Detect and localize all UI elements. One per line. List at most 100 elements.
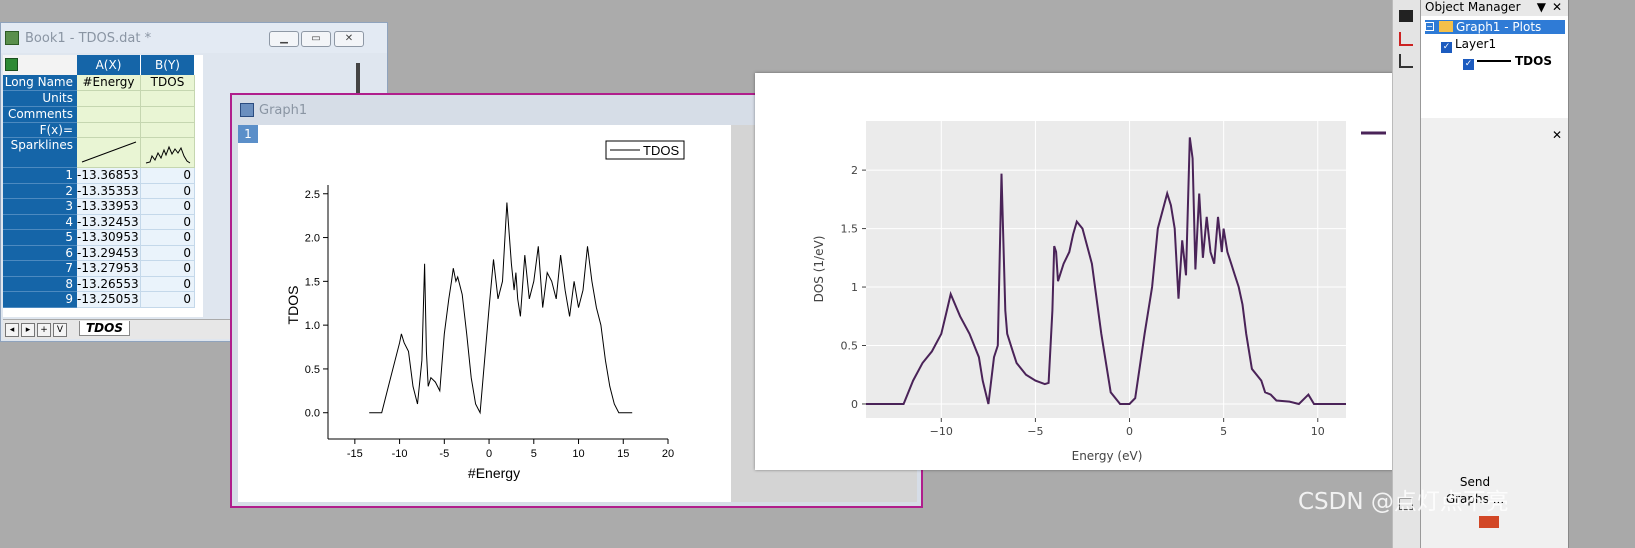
cell-tdos[interactable]: 0 bbox=[141, 292, 195, 308]
row-number[interactable]: 5 bbox=[3, 230, 77, 246]
origin-tdos-line[interactable] bbox=[369, 202, 633, 415]
bottom-tool-icon[interactable] bbox=[1399, 498, 1413, 510]
maximize-button[interactable]: ▭ bbox=[301, 31, 331, 47]
row-number[interactable]: 3 bbox=[3, 199, 77, 215]
py-total-line[interactable] bbox=[866, 137, 1346, 406]
py-xtick-label: 10 bbox=[1311, 425, 1325, 438]
book1-titlebar[interactable]: Book1 - TDOS.dat * ▁ ▭ ✕ bbox=[1, 23, 387, 53]
units-b[interactable] bbox=[141, 91, 195, 107]
row-label-fx: F(x)= bbox=[3, 123, 77, 138]
comments-a[interactable] bbox=[77, 107, 141, 123]
right-border bbox=[1568, 0, 1635, 548]
cell-tdos[interactable]: 0 bbox=[141, 230, 195, 246]
py-xtick-label: 5 bbox=[1220, 425, 1227, 438]
cell-energy[interactable]: -13.35353 bbox=[77, 183, 141, 199]
cell-energy[interactable]: -13.27953 bbox=[77, 261, 141, 277]
graph1-titlebar[interactable]: Graph1 bbox=[232, 95, 921, 123]
sheet-corner[interactable] bbox=[3, 55, 77, 75]
workbook-icon bbox=[5, 31, 19, 45]
py-xtick-label: 0 bbox=[1126, 425, 1133, 438]
tab-list-button[interactable]: V bbox=[53, 323, 67, 337]
plot-checkbox[interactable]: ✓ bbox=[1463, 59, 1474, 70]
cell-tdos[interactable]: 0 bbox=[141, 168, 195, 184]
origin-xlabel[interactable]: #Energy bbox=[468, 465, 520, 481]
long-name-a[interactable]: #Energy bbox=[77, 75, 141, 91]
dropdown-icon[interactable]: ▼ bbox=[1536, 0, 1546, 14]
graph-page[interactable]: 1 TDOS #Energy TDOS -15 -10 -5 0 5 10 15 20 0.0 0… bbox=[238, 125, 731, 502]
origin-xtick-label: -10 bbox=[392, 448, 408, 460]
layer-tool-icon[interactable] bbox=[1399, 10, 1413, 22]
origin-ytick-label: 1.0 bbox=[305, 320, 320, 332]
origin-ytick-label: 0.5 bbox=[305, 364, 320, 376]
cell-energy[interactable]: -13.25053 bbox=[77, 292, 141, 308]
graph-node-label: Graph1 - Plots bbox=[1456, 20, 1542, 34]
panel-close-icon[interactable]: ✕ bbox=[1551, 128, 1562, 142]
add-axis-icon[interactable] bbox=[1399, 54, 1413, 68]
cell-tdos[interactable]: 0 bbox=[141, 183, 195, 199]
row-number[interactable]: 6 bbox=[3, 245, 77, 261]
layer-number-badge[interactable]: 1 bbox=[238, 125, 258, 143]
fx-a[interactable] bbox=[77, 123, 141, 138]
origin-ylabel[interactable]: TDOS bbox=[285, 286, 301, 325]
origin-legend-box[interactable] bbox=[605, 140, 685, 160]
vertical-scrollbar[interactable] bbox=[356, 63, 360, 103]
cell-tdos[interactable]: 0 bbox=[141, 245, 195, 261]
row-number[interactable]: 8 bbox=[3, 276, 77, 292]
tree-plot-tdos[interactable]: ✓ TDOS bbox=[1463, 54, 1552, 70]
cell-energy[interactable]: -13.36853 bbox=[77, 168, 141, 184]
tab-add-button[interactable]: + bbox=[37, 323, 51, 337]
pin-icon[interactable]: ✕ bbox=[1551, 0, 1562, 14]
worksheet[interactable]: A(X) B(Y) Long Name Units Comments F(x)=… bbox=[3, 55, 203, 317]
cell-tdos[interactable]: 0 bbox=[141, 214, 195, 230]
row-number[interactable]: 1 bbox=[3, 168, 77, 184]
tree-graph1[interactable]: − Graph1 - Plots bbox=[1425, 20, 1565, 34]
row-number[interactable]: 7 bbox=[3, 261, 77, 277]
py-ytick-label: 0 bbox=[851, 398, 858, 411]
cell-tdos[interactable]: 0 bbox=[141, 199, 195, 215]
row-number[interactable]: 9 bbox=[3, 292, 77, 308]
units-a[interactable] bbox=[77, 91, 141, 107]
py-ylabel: DOS (1/eV) bbox=[812, 236, 826, 303]
comments-b[interactable] bbox=[141, 107, 195, 123]
sparkline-b[interactable] bbox=[141, 138, 195, 168]
axis-tool-icon[interactable] bbox=[1399, 32, 1413, 46]
close-button[interactable]: ✕ bbox=[334, 31, 364, 47]
origin-plot[interactable]: TDOS #Energy TDOS -15 -10 -5 0 5 10 15 20 0.0 0.5… bbox=[238, 125, 731, 502]
folder-icon bbox=[1439, 21, 1453, 32]
fx-b[interactable] bbox=[141, 123, 195, 138]
origin-xtick-label: 0 bbox=[486, 448, 492, 460]
graph-icon bbox=[240, 103, 254, 117]
layer1-checkbox[interactable]: ✓ bbox=[1441, 42, 1452, 53]
collapse-icon[interactable]: − bbox=[1425, 22, 1434, 31]
vertical-toolbar bbox=[1392, 0, 1420, 548]
send-graphs-button[interactable]: Send Graphs ... bbox=[1445, 475, 1505, 506]
powerpoint-icon[interactable] bbox=[1479, 516, 1499, 528]
origin-legend-text: TDOS bbox=[643, 143, 679, 158]
cell-energy[interactable]: -13.33953 bbox=[77, 199, 141, 215]
graph1-title: Graph1 bbox=[259, 103, 308, 118]
py-ytick-label: 1 bbox=[851, 281, 858, 294]
cell-tdos[interactable]: 0 bbox=[141, 276, 195, 292]
column-header-b[interactable]: B(Y) bbox=[141, 55, 195, 75]
row-number[interactable]: 2 bbox=[3, 183, 77, 199]
cell-tdos[interactable]: 0 bbox=[141, 261, 195, 277]
tree-layer1[interactable]: ✓ Layer1 bbox=[1441, 37, 1496, 53]
cell-energy[interactable]: -13.29453 bbox=[77, 245, 141, 261]
column-header-a[interactable]: A(X) bbox=[77, 55, 141, 75]
book1-title: Book1 - TDOS.dat * bbox=[25, 31, 152, 46]
long-name-b[interactable]: TDOS bbox=[141, 75, 195, 91]
sparkline-a[interactable] bbox=[77, 138, 141, 168]
cell-energy[interactable]: -13.32453 bbox=[77, 214, 141, 230]
sheet-tab-tdos[interactable]: TDOS bbox=[79, 321, 130, 336]
row-label-units: Units bbox=[3, 91, 77, 107]
sheet-corner-icon bbox=[5, 58, 18, 71]
cell-energy[interactable]: -13.30953 bbox=[77, 230, 141, 246]
tab-next-button[interactable]: ▸ bbox=[21, 323, 35, 337]
sparkline-b-graphic bbox=[145, 145, 190, 164]
minimize-button[interactable]: ▁ bbox=[269, 31, 299, 47]
cell-energy[interactable]: -13.26553 bbox=[77, 276, 141, 292]
python-plot[interactable]: total Energy (eV) DOS (1/eV) −10−5051000… bbox=[755, 73, 1538, 470]
tab-first-button[interactable]: ◂ bbox=[5, 323, 19, 337]
row-number[interactable]: 4 bbox=[3, 214, 77, 230]
object-manager-panel: Object Manager ▼ ✕ − Graph1 - Plots ✓ Lay… bbox=[1420, 0, 1568, 118]
